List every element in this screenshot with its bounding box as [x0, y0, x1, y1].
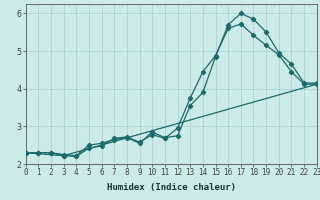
X-axis label: Humidex (Indice chaleur): Humidex (Indice chaleur) [107, 183, 236, 192]
